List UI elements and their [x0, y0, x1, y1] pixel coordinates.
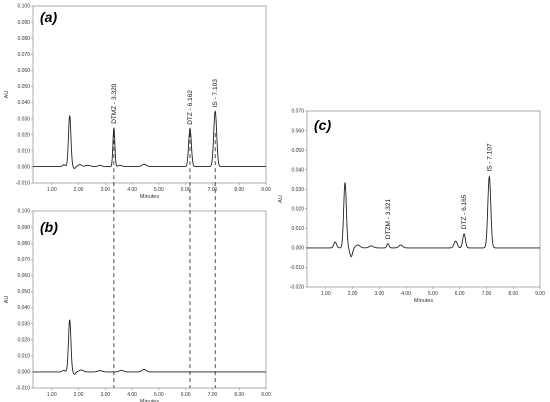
x-tick-label: 3.00	[374, 291, 384, 297]
x-tick-label: 8.00	[508, 291, 518, 297]
x-tick-label: 9.00	[261, 392, 271, 398]
x-tick-label: 1.00	[321, 291, 331, 297]
y-tick-label: 0.010	[17, 354, 30, 360]
chromatogram-trace	[307, 175, 540, 258]
chromatogram-trace	[33, 110, 266, 169]
y-tick-label: 0.030	[17, 116, 30, 122]
y-tick-label: 0.000	[17, 165, 30, 171]
x-axis-label: Minutes	[140, 399, 160, 402]
peak-label: IS - 7.103	[212, 79, 219, 108]
x-tick-label: 8.00	[234, 187, 244, 193]
x-tick-label: 1.00	[47, 392, 57, 398]
y-tick-label: 0.020	[17, 337, 30, 343]
x-tick-label: 9.00	[535, 291, 545, 297]
panel-label-a: (a)	[40, 9, 57, 25]
y-tick-label: 0.100	[17, 209, 30, 215]
x-tick-label: 9.00	[261, 187, 271, 193]
x-tick-label: 6.00	[181, 187, 191, 193]
y-axis-label: AU	[4, 296, 10, 304]
y-tick-label: 0.090	[17, 225, 30, 231]
y-tick-label: 0.040	[17, 305, 30, 311]
y-tick-label: -0.010	[290, 265, 304, 271]
y-tick-label: 0.010	[291, 226, 304, 232]
x-axis-label: Minutes	[414, 298, 434, 304]
y-tick-label: 0.020	[17, 132, 30, 138]
panel-label-c: (c)	[314, 117, 331, 133]
x-tick-label: 1.00	[47, 187, 57, 193]
y-tick-label: 0.070	[17, 257, 30, 263]
y-tick-label: 0.030	[291, 187, 304, 193]
y-tick-label: 0.050	[17, 84, 30, 90]
y-tick-label: -0.010	[16, 386, 30, 392]
chromatogram-trace	[33, 319, 266, 375]
x-tick-label: 5.00	[428, 291, 438, 297]
y-tick-label: 0.050	[291, 148, 304, 154]
x-tick-label: 3.00	[100, 187, 110, 193]
x-tick-label: 4.00	[127, 392, 137, 398]
y-tick-label: 0.080	[17, 241, 30, 247]
x-tick-label: 2.00	[74, 187, 84, 193]
y-tick-label: 0.000	[291, 246, 304, 252]
x-tick-label: 8.00	[234, 392, 244, 398]
y-tick-label: 0.010	[17, 149, 30, 155]
chart-panel-c: -0.020 -0.010 0.000 0.010 0.020 0.030 0.040 0.0…	[278, 109, 545, 304]
x-tick-label: 7.00	[482, 291, 492, 297]
peak-label: DTZ - 6.162	[187, 90, 194, 125]
peak-label: IS - 7.107	[486, 143, 493, 172]
y-axis-label: AU	[4, 91, 10, 99]
peak-label: DTMZ - 3.320	[111, 83, 118, 123]
x-tick-label: 4.00	[401, 291, 411, 297]
y-tick-label: 0.070	[291, 109, 304, 115]
y-tick-label: 0.040	[291, 167, 304, 173]
y-tick-label: 0.090	[17, 20, 30, 26]
panel-label-b: (b)	[40, 219, 58, 235]
x-tick-label: 6.00	[181, 392, 191, 398]
y-tick-label: 0.030	[17, 321, 30, 327]
plot-frame	[32, 210, 267, 389]
x-axis-label: Minutes	[140, 194, 160, 200]
y-tick-label: 0.060	[291, 128, 304, 134]
y-tick-label: -0.020	[290, 285, 304, 291]
y-axis-label: AU	[278, 195, 284, 203]
x-tick-label: 3.00	[100, 392, 110, 398]
x-tick-label: 7.00	[208, 187, 218, 193]
y-tick-label: 0.080	[17, 36, 30, 42]
y-tick-label: 0.050	[17, 289, 30, 295]
x-tick-label: 5.00	[154, 392, 164, 398]
y-tick-label: 0.100	[17, 4, 30, 10]
plot-frame	[32, 5, 267, 184]
y-tick-label: 0.060	[17, 273, 30, 279]
x-tick-label: 6.00	[455, 291, 465, 297]
retention-time-guides	[113, 133, 216, 388]
chart-panel-a: -0.010 0.000 0.010 0.020 0.030 0.040 0.050 0.06…	[4, 4, 271, 200]
peak-label: DTZM - 3.321	[385, 199, 392, 239]
y-tick-label: 0.020	[291, 206, 304, 212]
x-tick-label: 4.00	[127, 187, 137, 193]
y-tick-label: 0.060	[17, 68, 30, 74]
y-tick-label: -0.010	[16, 181, 30, 187]
x-tick-label: 5.00	[154, 187, 164, 193]
y-tick-label: 0.070	[17, 52, 30, 58]
y-tick-label: 0.040	[17, 100, 30, 106]
y-tick-label: 0.000	[17, 370, 30, 376]
x-tick-label: 2.00	[348, 291, 358, 297]
plot-frame	[306, 110, 541, 288]
x-tick-label: 7.00	[208, 392, 218, 398]
x-tick-label: 2.00	[74, 392, 84, 398]
chart-panel-b: -0.010 0.000 0.010 0.020 0.030 0.040 0.050 0.06…	[4, 209, 271, 402]
peak-label: DTZ - 6.165	[461, 194, 468, 229]
